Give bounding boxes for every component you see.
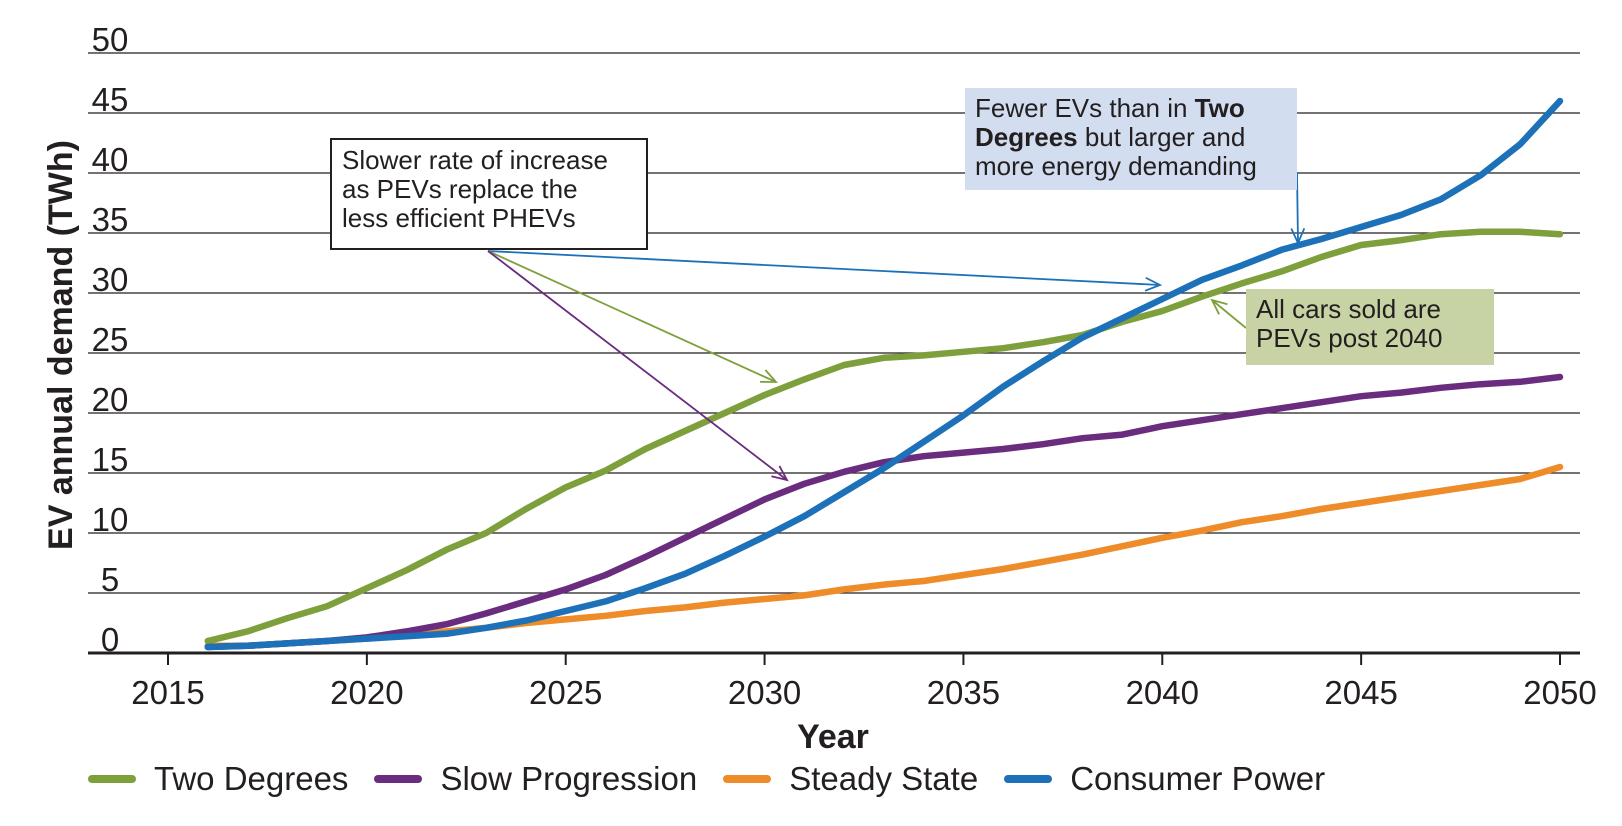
arrow-head (1210, 298, 1228, 315)
legend-swatch (1004, 775, 1053, 783)
arrow-shaft (487, 250, 1161, 286)
y-tick-label: 5 (101, 561, 119, 598)
arrow-shaft (1211, 299, 1247, 329)
legend-item-steady-state: Steady State (723, 760, 978, 798)
annotation-line: less efficient PHEVs (342, 203, 576, 233)
y-tick-label: 20 (92, 381, 129, 418)
annotation-line: PEVs post 2040 (1256, 323, 1443, 353)
arrow-to-two-degrees-2040 (1210, 298, 1247, 329)
x-tick-label: 2040 (1126, 674, 1199, 711)
legend-label: Steady State (789, 760, 979, 797)
annotation-slower-rate: Slower rate of increase as PEVs replace … (330, 138, 648, 250)
arrow-shaft (487, 250, 788, 481)
annotation-line: Slower rate of increase (342, 145, 608, 175)
y-tick-label: 15 (92, 441, 129, 478)
x-tick-label: 2015 (131, 674, 204, 711)
x-axis-title: Year (797, 718, 869, 756)
legend-label: Slow Progression (440, 760, 698, 797)
legend-item-consumer-power: Consumer Power (1004, 760, 1325, 798)
arrow-to-consumer-power-top (1290, 171, 1306, 246)
y-tick-label: 0 (101, 621, 119, 658)
arrow-head (1290, 227, 1306, 246)
arrow-to-consumer-power (487, 250, 1163, 292)
y-tick-label: 35 (92, 201, 129, 238)
y-axis-title: EV annual demand (TWh) (42, 140, 80, 550)
legend: Two Degrees Slow Progression Steady Stat… (88, 756, 1351, 802)
annotation-text: more energy demanding (975, 151, 1257, 181)
x-tick-label: 2020 (330, 674, 403, 711)
annotation-text: Fewer EVs than in (975, 93, 1195, 123)
x-tick-label: 2045 (1324, 674, 1397, 711)
legend-item-two-degrees: Two Degrees (88, 760, 348, 798)
y-tick-label: 25 (92, 321, 129, 358)
arrow-to-slow-progression (487, 250, 789, 482)
x-tick-label: 2035 (927, 674, 1000, 711)
arrow-head (771, 465, 789, 482)
arrow-head (759, 369, 779, 383)
x-tick-label: 2030 (728, 674, 801, 711)
series-line-steady-state (204, 463, 1564, 650)
arrow-head (1144, 276, 1163, 292)
legend-swatch (88, 775, 136, 783)
annotation-pevs-post-2040: All cars sold are PEVs post 2040 (1246, 289, 1494, 365)
x-tick-label: 2025 (529, 674, 602, 711)
legend-item-slow-progression: Slow Progression (374, 760, 697, 798)
y-tick-label: 45 (92, 81, 129, 118)
arrow-shaft (487, 250, 777, 383)
y-tick-label: 10 (92, 501, 129, 538)
series-lines (204, 97, 1564, 651)
series-line-two-degrees (204, 228, 1564, 645)
y-tick-label: 30 (92, 261, 129, 298)
legend-swatch (723, 775, 772, 783)
y-tick-label: 50 (92, 21, 129, 58)
arrow-to-two-degrees (487, 250, 779, 383)
series-line-slow-progression (204, 373, 1564, 651)
y-tick-label: 40 (92, 141, 129, 178)
annotation-bold-text: Two (1194, 93, 1245, 123)
annotation-arrows (487, 171, 1306, 482)
series-line-consumer-power (204, 97, 1564, 651)
annotation-text: but larger and (1077, 122, 1246, 152)
annotation-bold-text: Degrees (975, 122, 1078, 152)
annotation-line: All cars sold are (1256, 294, 1441, 324)
legend-label: Consumer Power (1070, 760, 1326, 797)
arrow-shaft (1296, 171, 1299, 244)
legend-label: Two Degrees (154, 760, 349, 797)
axes (88, 651, 1580, 665)
annotation-fewer-evs: Fewer EVs than in Two Degrees but larger… (965, 88, 1297, 190)
x-tick-label: 2050 (1523, 674, 1596, 711)
annotation-line: as PEVs replace the (342, 174, 578, 204)
legend-swatch (374, 775, 423, 783)
